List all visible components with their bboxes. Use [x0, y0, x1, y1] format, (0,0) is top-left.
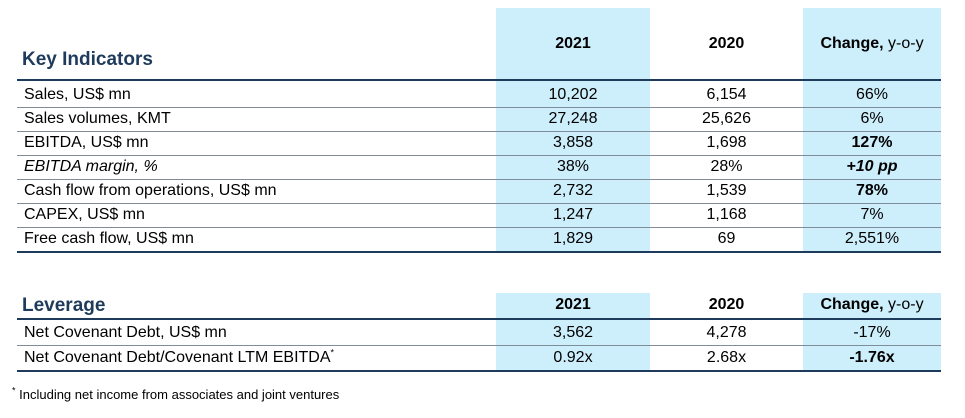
- row-label: EBITDA, US$ mn: [24, 134, 149, 151]
- row-divider: [17, 131, 941, 132]
- row-label: EBITDA margin, %: [24, 158, 158, 175]
- value-2021: 3,858: [552, 134, 594, 151]
- value-change: -1.76x: [849, 349, 895, 366]
- value-change: 6%: [860, 110, 884, 127]
- leverage-title: Leverage: [22, 295, 106, 316]
- row-divider: [17, 345, 941, 346]
- leverage-highlight-change: [803, 293, 941, 372]
- leverage-highlight-2021: [496, 293, 650, 372]
- value-2020: 28%: [710, 158, 743, 175]
- footnote-text: Including net income from associates and…: [15, 387, 340, 402]
- row-divider: [17, 227, 941, 228]
- value-2021: 2,732: [552, 182, 594, 199]
- row-label: CAPEX, US$ mn: [24, 206, 145, 223]
- header-change-rest: y-o-y: [883, 35, 924, 52]
- table2-bottom-rule: [17, 370, 941, 372]
- value-change: +10 pp: [846, 158, 898, 175]
- value-change: -17%: [853, 324, 891, 341]
- value-2021: 10,202: [548, 86, 598, 103]
- row-label-text: Net Covenant Debt/Covenant LTM EBITDA: [24, 349, 331, 366]
- leverage-header-change-bold: Change,: [820, 296, 884, 313]
- value-change: 7%: [860, 206, 884, 223]
- footnote: * Including net income from associates a…: [12, 385, 340, 402]
- row-label: Net Covenant Debt/Covenant LTM EBITDA*: [24, 346, 334, 370]
- value-2020: 4,278: [706, 324, 747, 341]
- row-label: Sales, US$ mn: [24, 86, 131, 103]
- value-2021: 1,829: [552, 230, 594, 247]
- header-2021: 2021: [555, 35, 591, 52]
- table1-top-rule: [17, 79, 941, 81]
- header-2020: 2020: [708, 35, 745, 52]
- value-2021: 1,247: [552, 206, 594, 223]
- leverage-header-change-rest: y-o-y: [883, 296, 924, 313]
- value-2020: 1,168: [706, 206, 747, 223]
- footnote-marker: *: [12, 385, 16, 396]
- row-divider: [17, 155, 941, 156]
- table2-top-rule: [17, 318, 941, 320]
- leverage-header-2020: 2020: [708, 296, 745, 313]
- value-2020: 2.68x: [706, 349, 747, 366]
- table1-bottom-rule: [17, 251, 941, 253]
- row-divider: [17, 179, 941, 180]
- value-change: 2,551%: [844, 230, 900, 247]
- value-change: 66%: [855, 86, 889, 103]
- value-2020: 1,698: [706, 134, 747, 151]
- value-2020: 6,154: [706, 86, 747, 103]
- value-change: 127%: [851, 134, 893, 151]
- value-2021: 27,248: [548, 110, 598, 127]
- highlight-column-change: [803, 8, 941, 252]
- value-2021: 0.92x: [553, 349, 593, 366]
- value-2020: 69: [717, 230, 736, 247]
- row-divider: [17, 107, 941, 108]
- leverage-header-2021: 2021: [555, 296, 591, 313]
- footnote-marker: *: [330, 347, 335, 358]
- highlight-column-2021: [496, 8, 650, 252]
- header-change-bold: Change,: [820, 35, 884, 52]
- row-divider: [17, 203, 941, 204]
- row-label: Sales volumes, KMT: [24, 110, 171, 127]
- value-2021: 3,562: [552, 324, 594, 341]
- row-label: Free cash flow, US$ mn: [24, 230, 194, 247]
- leverage-header-change: Change, y-o-y: [803, 296, 941, 314]
- header-change: Change, y-o-y: [803, 35, 941, 53]
- value-change: 78%: [855, 182, 889, 199]
- value-2020: 1,539: [706, 182, 747, 199]
- key-indicators-title: Key Indicators: [22, 49, 153, 70]
- row-label: Net Covenant Debt, US$ mn: [24, 324, 227, 341]
- value-2020: 25,626: [702, 110, 751, 127]
- value-2021: 38%: [556, 158, 590, 175]
- row-label: Cash flow from operations, US$ mn: [24, 182, 277, 199]
